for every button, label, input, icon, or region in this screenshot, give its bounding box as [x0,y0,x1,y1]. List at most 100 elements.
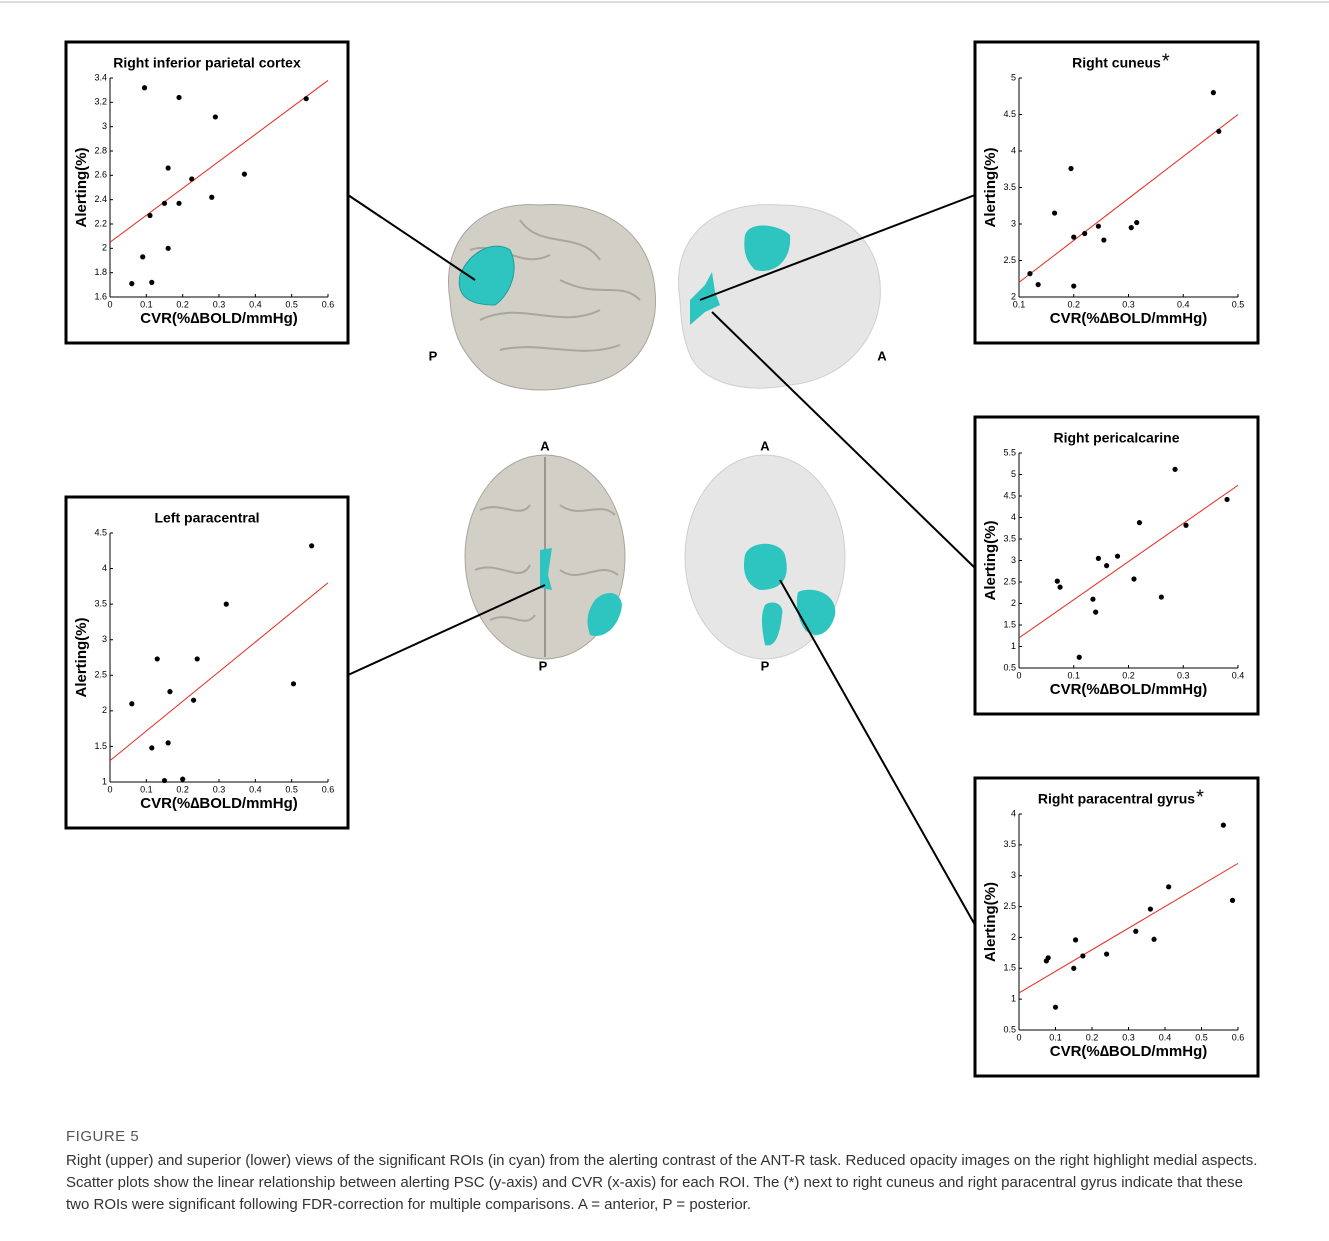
y-tick-label: 2.5 [1003,255,1016,265]
point [176,201,181,206]
y-axis-label: Alerting(%) [73,618,90,698]
x-tick-label: 0.6 [1232,1032,1245,1042]
point [1183,523,1188,528]
connector [780,580,975,925]
y-tick-label: 3 [1011,218,1016,228]
y-tick-label: 3.5 [1003,182,1016,192]
connector [348,195,475,280]
y-tick-label: 1.5 [1003,619,1016,629]
y-tick-label: 3.5 [1003,839,1016,849]
point [1137,520,1142,525]
point [1057,585,1062,590]
x-axis-label: CVR(%∆BOLD/mmHg) [1050,1043,1208,1060]
y-axis-label: Alerting(%) [982,148,999,228]
y-tick-label: 2 [1011,598,1016,608]
orientation-label: A [540,438,550,453]
point [304,96,309,101]
x-tick-label: 0.2 [176,299,189,309]
x-tick-label: 0.4 [1232,670,1245,680]
x-tick-label: 0.1 [140,299,153,309]
y-tick-label: 5 [1011,469,1016,479]
point [1077,655,1082,660]
y-tick-label: 4 [1011,512,1016,522]
figure-caption: Right (upper) and superior (lower) views… [66,1150,1266,1216]
x-tick-label: 0.2 [1122,670,1135,680]
point [166,246,171,251]
y-tick-label: 3 [1011,555,1016,565]
brain-superior [465,455,625,659]
y-tick-label: 2.5 [94,670,107,680]
point [176,95,181,100]
orientation-label: A [760,438,770,453]
x-axis-label: CVR(%∆BOLD/mmHg) [140,310,298,327]
y-tick-label: 1.8 [94,267,107,277]
chart-frame [975,42,1258,343]
figure-label: FIGURE 5 [66,1128,139,1145]
point [149,280,154,285]
x-tick-label: 0 [1016,1032,1021,1042]
x-tick-label: 0.5 [1232,299,1245,309]
point [1211,90,1216,95]
point [191,698,196,703]
x-tick-label: 0.1 [1067,670,1080,680]
x-tick-label: 0.4 [1159,1032,1172,1042]
point [162,201,167,206]
x-axis-label: CVR(%∆BOLD/mmHg) [140,795,298,812]
y-tick-label: 2.8 [94,145,107,155]
y-tick-label: 4 [1011,145,1016,155]
y-tick-label: 2.4 [94,194,107,204]
figure: PAAPAPRight inferior parietal cortex00.1… [0,0,1329,1241]
y-tick-label: 1 [1011,994,1016,1004]
point [1080,953,1085,958]
orientation-label: P [429,348,438,363]
point [1071,966,1076,971]
point [1159,594,1164,599]
y-axis-label: Alerting(%) [73,148,90,228]
y-tick-label: 2 [1011,932,1016,942]
y-tick-label: 1 [1011,641,1016,651]
y-tick-label: 1 [102,776,107,786]
chart-frame [66,42,348,343]
point [1093,610,1098,615]
y-tick-label: 2.5 [1003,901,1016,911]
point [195,656,200,661]
point [1115,554,1120,559]
x-tick-label: 0.1 [140,784,153,794]
y-tick-label: 0.5 [1003,662,1016,672]
point [1073,937,1078,942]
point [1090,597,1095,602]
point [1071,235,1076,240]
y-tick-label: 4 [102,563,107,573]
x-tick-label: 0.3 [213,784,226,794]
x-tick-label: 0.3 [213,299,226,309]
point [1216,129,1221,134]
x-tick-label: 0.1 [1049,1032,1062,1042]
chart-title: Left paracentral [154,510,259,526]
point [1151,937,1156,942]
x-tick-label: 0.3 [1177,670,1190,680]
y-tick-label: 2 [102,243,107,253]
chart-frame [975,778,1258,1076]
x-tick-label: 0.6 [322,299,335,309]
orientation-label: P [539,658,548,673]
point [140,254,145,259]
scatter-chart: Left paracentral00.10.20.30.40.50.611.52… [66,497,348,828]
y-tick-label: 4.5 [1003,109,1016,119]
y-tick-label: 2.6 [94,170,107,180]
point [1082,231,1087,236]
x-tick-label: 0.5 [1195,1032,1208,1042]
x-tick-label: 0.2 [176,784,189,794]
y-tick-label: 3 [1011,870,1016,880]
x-tick-label: 0 [1016,670,1021,680]
y-tick-label: 4.5 [1003,490,1016,500]
y-tick-label: 1.6 [94,291,107,301]
y-tick-label: 2 [1011,291,1016,301]
point [1172,467,1177,472]
point [291,681,296,686]
x-tick-label: 0.2 [1086,1032,1099,1042]
y-axis-label: Alerting(%) [982,882,999,962]
connectors [348,195,975,925]
x-tick-label: 0.2 [1067,299,1080,309]
y-tick-label: 4.5 [94,527,107,537]
